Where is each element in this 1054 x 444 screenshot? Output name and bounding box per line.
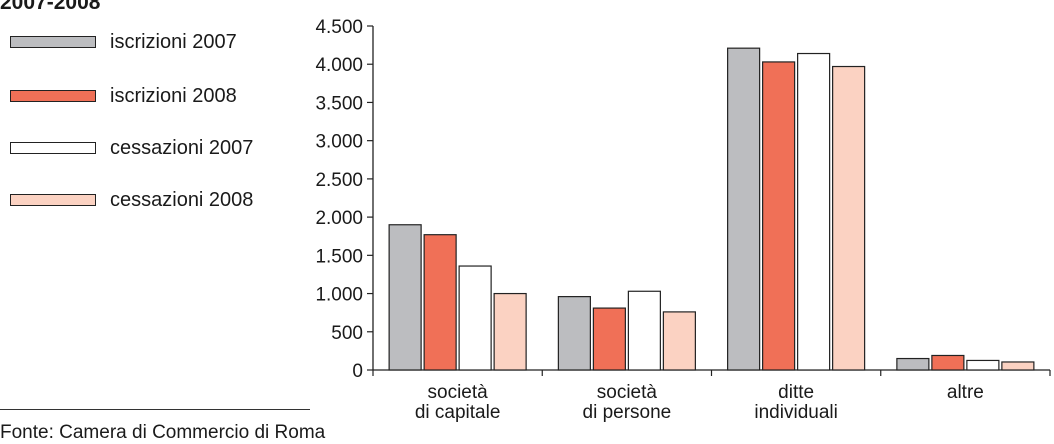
bar <box>458 265 492 371</box>
x-category-label: società <box>597 382 658 403</box>
bar <box>388 224 422 371</box>
y-tick-label: 3.000 <box>315 132 363 153</box>
legend-swatch-cessazioni-2008 <box>10 194 96 206</box>
y-tick-label: 2.000 <box>315 208 363 229</box>
bar <box>762 61 796 371</box>
legend-label-iscrizioni-2007: iscrizioni 2007 <box>110 31 237 53</box>
legend-swatch-iscrizioni-2007 <box>10 36 96 48</box>
y-tick-label: 2.500 <box>315 170 363 191</box>
x-category-label: ditte <box>778 382 814 403</box>
legend-label-cessazioni-2008: cessazioni 2008 <box>110 189 254 211</box>
x-category-label: individuali <box>754 402 837 423</box>
source-divider <box>0 409 310 410</box>
bar <box>832 65 866 371</box>
bar <box>966 359 1000 371</box>
y-tick-label: 1.500 <box>315 246 363 267</box>
legend-label-iscrizioni-2008: iscrizioni 2008 <box>110 85 237 107</box>
bar <box>592 307 626 371</box>
bar-chart: 0 500 1.000 1.500 2.000 2.500 3.000 3.500 4.000 4… <box>315 17 1051 423</box>
y-tick-label: 500 <box>331 323 363 344</box>
bar <box>931 354 965 371</box>
legend-swatch-cessazioni-2007 <box>10 142 96 154</box>
y-tick-label: 4.500 <box>315 17 363 38</box>
bar <box>627 290 661 371</box>
bar <box>423 234 457 371</box>
bar <box>727 47 761 371</box>
y-tick-label: 1.000 <box>315 285 363 306</box>
bar <box>493 292 527 371</box>
bar <box>896 357 930 371</box>
x-category-label: società <box>428 382 489 403</box>
x-category-label: di capitale <box>415 402 501 423</box>
legend-label-cessazioni-2007: cessazioni 2007 <box>110 137 254 159</box>
y-tick-label: 3.500 <box>315 93 363 114</box>
y-tick-label: 4.000 <box>315 55 363 76</box>
x-category-label: di persone <box>583 402 672 423</box>
chart-title-fragment: 2007-2008 <box>0 0 101 14</box>
legend-swatch-iscrizioni-2008 <box>10 90 96 102</box>
bar <box>1001 361 1035 371</box>
x-category-label: altre <box>947 382 984 403</box>
y-tick-label: 0 <box>352 361 363 382</box>
bar <box>797 52 831 371</box>
bar <box>557 296 591 371</box>
bar <box>662 311 696 371</box>
